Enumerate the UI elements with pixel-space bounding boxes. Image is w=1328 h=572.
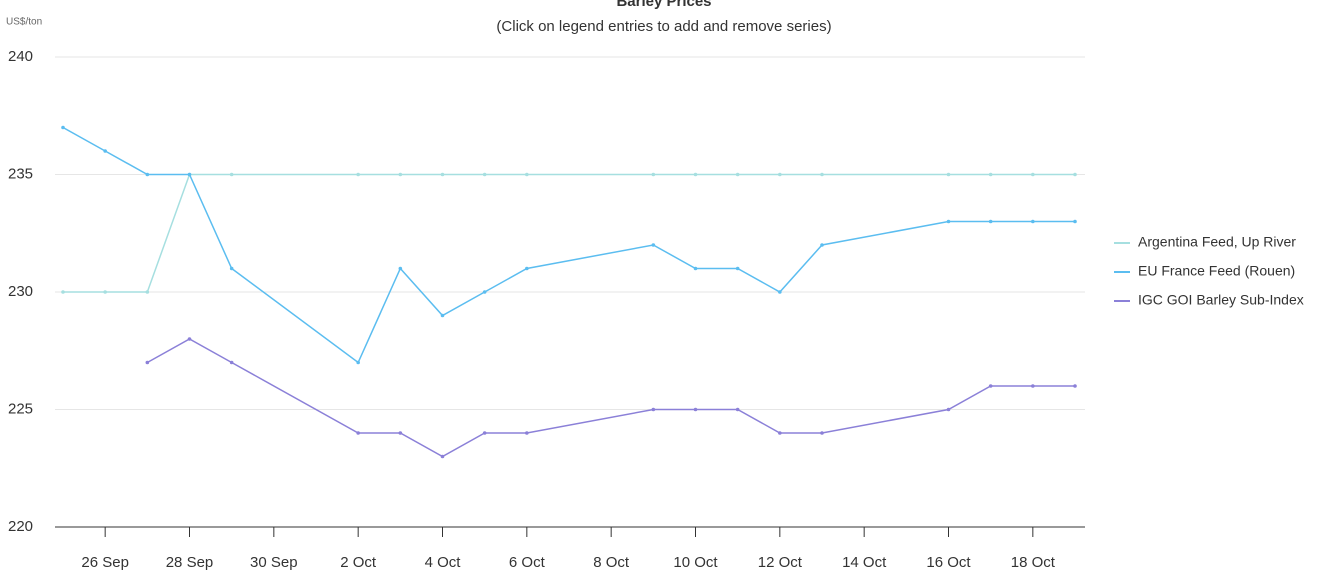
- point: [735, 266, 740, 271]
- point: [145, 172, 150, 177]
- x-tick-label: 28 Sep: [166, 554, 214, 571]
- point: [693, 266, 698, 271]
- point: [1073, 172, 1077, 177]
- point: [356, 431, 360, 435]
- point: [820, 172, 824, 177]
- x-tick-label: 12 Oct: [758, 554, 803, 571]
- legend-item[interactable]: EU France Feed (Rouen): [1114, 263, 1295, 279]
- chart-title: Barley Prices: [616, 0, 711, 10]
- point: [1031, 172, 1035, 177]
- series-line: [62, 126, 1075, 364]
- legend-label: Argentina Feed, Up River: [1138, 234, 1296, 250]
- point: [693, 172, 698, 177]
- point: [482, 172, 487, 177]
- point: [820, 243, 824, 247]
- point: [820, 431, 824, 435]
- series-line: [146, 338, 1075, 458]
- x-tick-label: 8 Oct: [593, 554, 630, 571]
- point: [482, 431, 487, 435]
- y-tick-label: 230: [8, 283, 33, 300]
- point: [187, 337, 192, 341]
- point: [988, 219, 993, 224]
- point: [1073, 219, 1077, 224]
- legend-label: EU France Feed (Rouen): [1138, 263, 1295, 279]
- point: [988, 384, 993, 388]
- x-tick-label: 18 Oct: [1011, 554, 1056, 571]
- point: [525, 266, 529, 271]
- point: [103, 290, 107, 294]
- x-tick-label: 30 Sep: [250, 554, 298, 571]
- point: [778, 431, 782, 435]
- point: [61, 125, 65, 130]
- point: [946, 219, 951, 224]
- x-tick-label: 14 Oct: [842, 554, 887, 571]
- point: [482, 290, 487, 294]
- point: [61, 290, 65, 294]
- point: [651, 407, 656, 412]
- point: [1073, 384, 1077, 388]
- point: [145, 360, 150, 365]
- point: [229, 266, 234, 271]
- point: [229, 360, 234, 365]
- x-tick-label: 26 Sep: [81, 554, 129, 571]
- point: [651, 172, 656, 177]
- point: [145, 290, 150, 294]
- x-tick-label: 16 Oct: [926, 554, 971, 571]
- chart-subtitle: (Click on legend entries to add and remo…: [496, 18, 831, 35]
- point: [103, 149, 107, 153]
- y-tick-label: 240: [8, 48, 33, 65]
- legend: Argentina Feed, Up River EU France Feed (…: [1114, 234, 1304, 308]
- point: [946, 172, 951, 177]
- point: [398, 266, 403, 271]
- point: [440, 313, 445, 318]
- point: [525, 172, 529, 177]
- point: [778, 290, 782, 294]
- x-tick-label: 6 Oct: [509, 554, 546, 571]
- point: [1031, 384, 1035, 388]
- point: [988, 172, 993, 177]
- point: [229, 172, 234, 177]
- point: [398, 431, 403, 435]
- x-tick-label: 2 Oct: [340, 554, 377, 571]
- point: [440, 454, 445, 459]
- point: [693, 407, 698, 412]
- series-line: [63, 173, 1075, 293]
- y-tick-label: 225: [8, 400, 33, 417]
- point: [356, 172, 360, 177]
- point: [651, 243, 656, 247]
- point: [525, 431, 529, 435]
- point: [1031, 219, 1035, 224]
- legend-label: IGC GOI Barley Sub-Index: [1138, 292, 1304, 308]
- point: [735, 407, 740, 412]
- point: [398, 172, 403, 177]
- point: [778, 172, 782, 177]
- point: [187, 172, 192, 177]
- y-tick-label: 235: [8, 165, 33, 182]
- point: [440, 172, 445, 177]
- x-tick-label: 4 Oct: [425, 554, 462, 571]
- x-tick-label: 10 Oct: [673, 554, 718, 571]
- point: [735, 172, 740, 177]
- point: [946, 407, 951, 412]
- y-axis-label: US$/ton: [6, 17, 42, 28]
- legend-item[interactable]: Argentina Feed, Up River: [1114, 234, 1296, 250]
- y-tick-label: 220: [8, 518, 33, 535]
- point: [356, 360, 360, 365]
- legend-item[interactable]: IGC GOI Barley Sub-Index: [1114, 292, 1304, 308]
